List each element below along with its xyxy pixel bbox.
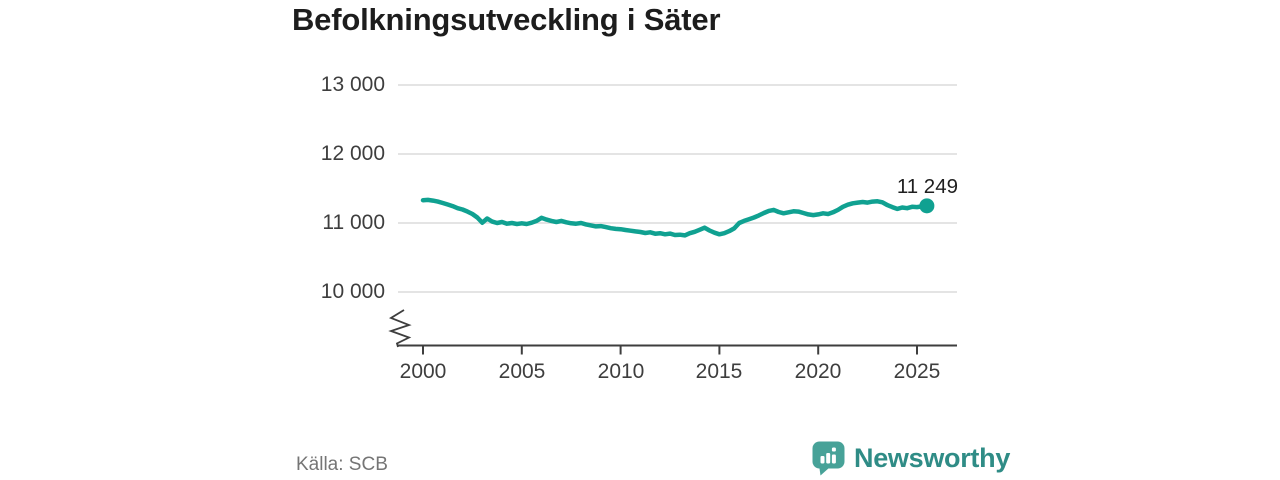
y-tick-label: 12 000 bbox=[320, 142, 385, 165]
source-label: Källa: SCB bbox=[296, 454, 388, 475]
newsworthy-wordmark: Newsworthy bbox=[854, 443, 1011, 473]
chart-title: Befolkningsutveckling i Säter bbox=[292, 2, 721, 37]
y-tick-label: 13 000 bbox=[320, 73, 385, 96]
newsworthy-bubble-chart-icon bbox=[812, 441, 845, 476]
x-tick-label: 2010 bbox=[597, 360, 645, 383]
newsworthy-logo: Newsworthy bbox=[811, 440, 1010, 477]
x-tick-label: 2005 bbox=[498, 360, 546, 383]
end-value-label: 11 249 bbox=[896, 175, 958, 198]
y-tick-label: 11 000 bbox=[322, 211, 385, 234]
x-tick-label: 2020 bbox=[794, 360, 842, 383]
x-tick-label: 2015 bbox=[695, 360, 743, 383]
x-tick-label: 2000 bbox=[399, 360, 447, 383]
y-tick-label: 10 000 bbox=[320, 280, 385, 303]
x-tick-label: 2025 bbox=[893, 360, 941, 383]
